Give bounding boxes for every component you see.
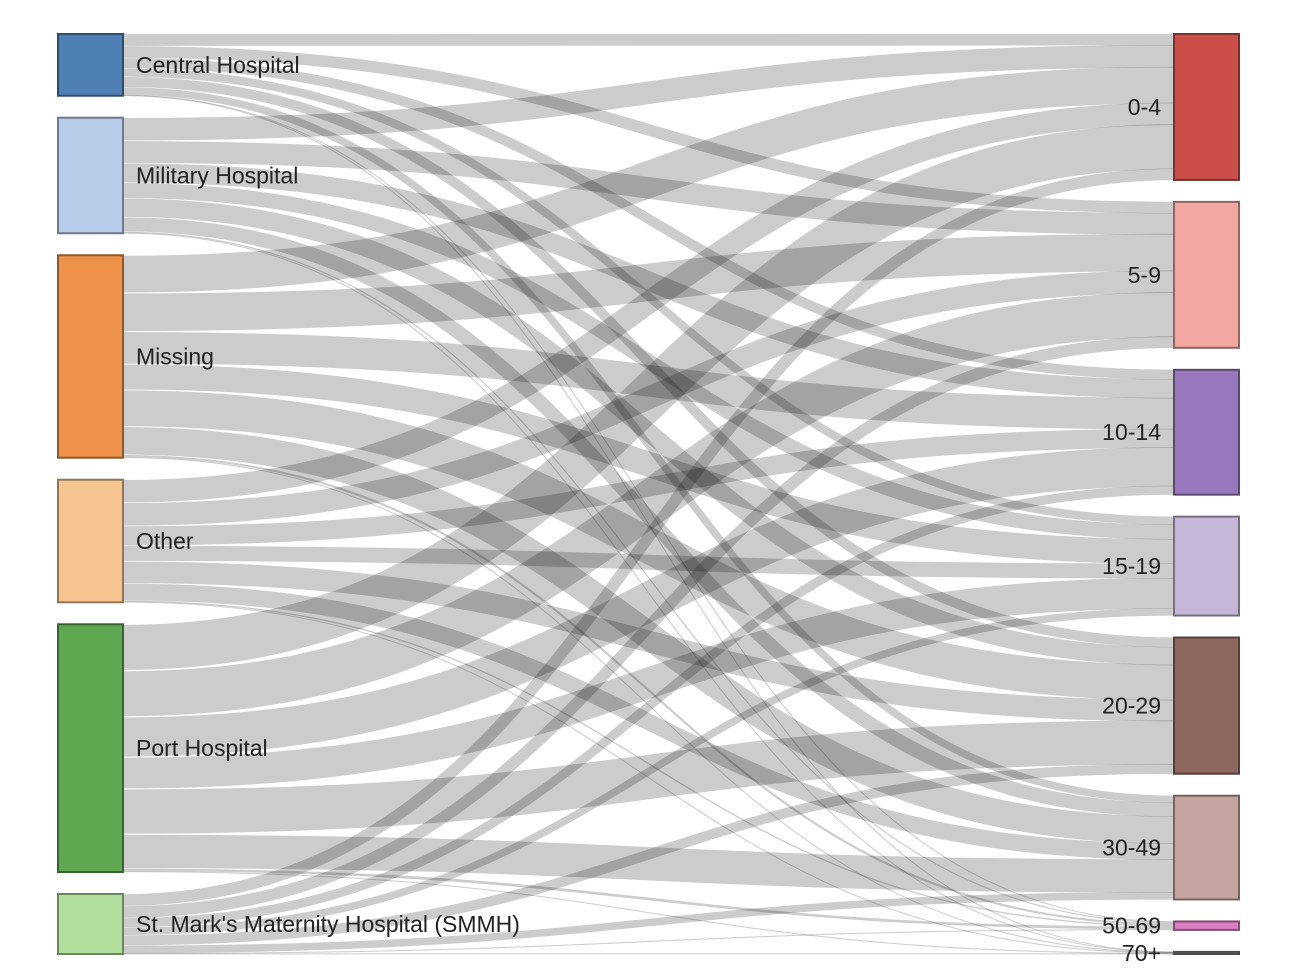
- node-15-19: [1173, 515, 1240, 617]
- node-5-9: [1173, 200, 1240, 349]
- link-st-mark-s-maternity-hospital-smmh-to-50-69: [122, 929, 1175, 954]
- label-port-hospital: Port Hospital: [136, 735, 268, 761]
- node-port-hospital: [57, 623, 124, 873]
- link-port-hospital-to-0-4: [122, 124, 1175, 670]
- node-30-49: [1173, 794, 1240, 901]
- link-other-to-15-19: [122, 545, 1175, 579]
- link-other-to-20-29: [122, 561, 1175, 722]
- link-st-mark-s-maternity-hospital-smmh-to-0-4: [122, 168, 1175, 906]
- nodes-layer: [57, 33, 1240, 956]
- node-military-hospital: [57, 116, 124, 235]
- label-20-29: 20-29: [1102, 693, 1161, 719]
- label-10-14: 10-14: [1102, 419, 1161, 445]
- link-port-hospital-to-20-29: [122, 720, 1175, 834]
- label-missing: Missing: [136, 343, 214, 369]
- label-military-hospital: Military Hospital: [136, 162, 298, 188]
- label-30-49: 30-49: [1102, 835, 1161, 861]
- node-10-14: [1173, 368, 1240, 496]
- label-0-4: 0-4: [1128, 94, 1161, 120]
- node-50-69: [1173, 920, 1240, 931]
- link-st-mark-s-maternity-hospital-smmh-to-5-9: [122, 336, 1175, 918]
- link-port-hospital-to-15-19: [122, 577, 1175, 789]
- link-st-mark-s-maternity-hospital-smmh-to-15-19: [122, 608, 1175, 936]
- node-central-hospital: [57, 33, 124, 97]
- label-50-69: 50-69: [1102, 913, 1161, 939]
- label-15-19: 15-19: [1102, 553, 1161, 579]
- link-other-to-0-4: [122, 102, 1175, 503]
- link-st-mark-s-maternity-hospital-smmh-to-30-49: [122, 892, 1175, 954]
- node-20-29: [1173, 636, 1240, 775]
- link-st-mark-s-maternity-hospital-smmh-to-10-14: [122, 485, 1175, 928]
- node-st-mark-s-maternity-hospital-smmh: [57, 893, 124, 955]
- node-0-4: [1173, 33, 1240, 181]
- node-missing: [57, 254, 124, 459]
- label-70: 70+: [1122, 940, 1161, 966]
- link-port-hospital-to-10-14: [122, 447, 1175, 757]
- links-layer: [122, 33, 1175, 955]
- label-st-mark-s-maternity-hospital-smmh: St. Mark's Maternity Hospital (SMMH): [136, 911, 520, 937]
- link-port-hospital-to-5-9: [122, 292, 1175, 717]
- label-central-hospital: Central Hospital: [136, 52, 300, 78]
- label-5-9: 5-9: [1128, 262, 1161, 288]
- labels-layer: Central Hospital Military Hospital Missing…: [136, 52, 1161, 966]
- link-missing-to-15-19: [122, 364, 1175, 565]
- link-missing-to-5-9: [122, 233, 1175, 332]
- link-military-hospital-to-0-4: [122, 45, 1175, 141]
- node-other: [57, 478, 124, 604]
- link-missing-to-0-4: [122, 66, 1175, 293]
- label-other: Other: [136, 528, 194, 554]
- link-st-mark-s-maternity-hospital-smmh-to-20-29: [122, 763, 1175, 946]
- node-70: [1173, 950, 1240, 956]
